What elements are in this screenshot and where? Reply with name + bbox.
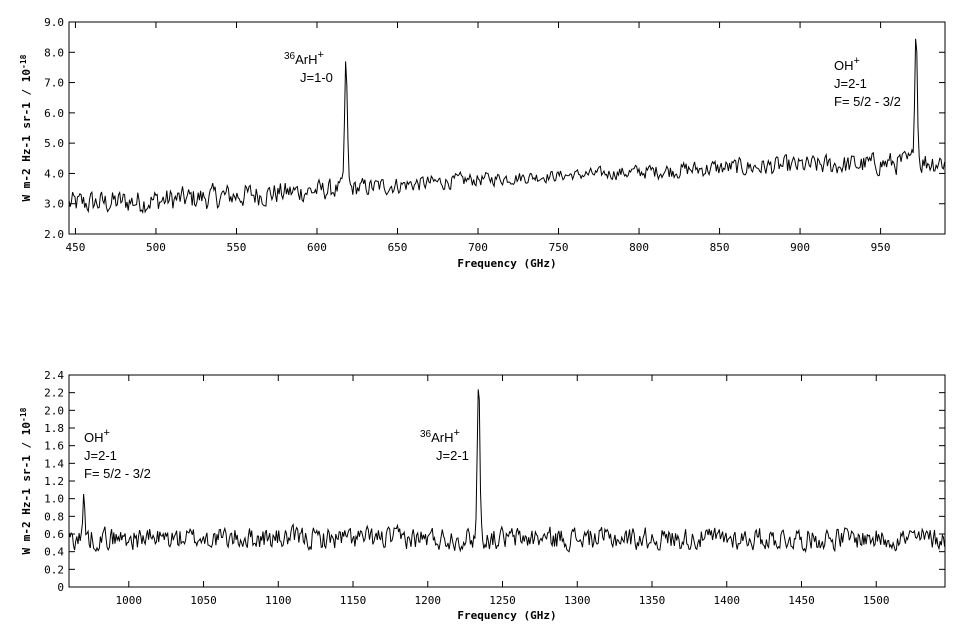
x-tick-label: 550 <box>227 241 247 254</box>
y-tick-label: 2.0 <box>44 404 64 417</box>
y-axis-label: W m-2 Hz-1 sr-1 / 10-18 <box>19 407 33 554</box>
y-tick-label: 0.2 <box>44 563 64 576</box>
x-tick-label: 1200 <box>415 594 442 607</box>
x-axis-label: Frequency (GHz) <box>457 609 556 622</box>
y-tick-label: 9.0 <box>44 16 64 29</box>
annotation-species-name: ArH <box>431 430 453 445</box>
y-tick-label: 5.0 <box>44 137 64 150</box>
line-annotation: OH+ J=2-1 F= 5/2 - 3/2 <box>834 55 901 109</box>
x-tick-label: 1400 <box>713 594 740 607</box>
y-axis-label-exponent: -18 <box>19 407 28 422</box>
y-tick-label: 4.0 <box>44 167 64 180</box>
spectrum-trace <box>68 38 946 214</box>
x-tick-label: 500 <box>146 241 166 254</box>
y-tick-label: 1.4 <box>44 457 64 470</box>
y-axis-label-exponent: -18 <box>19 54 28 69</box>
x-tick-label: 1100 <box>265 594 292 607</box>
x-tick-label: 800 <box>629 241 649 254</box>
chart-panel-2: 1000 1050 1100 1150 1200 1250 1300 1350 1400 1450… <box>19 369 946 622</box>
y-tick-label: 0 <box>57 581 64 594</box>
x-tick-label: 1500 <box>863 594 890 607</box>
y-tick-label: 0.8 <box>44 510 64 523</box>
chart-panel-1: 450 500 550 600 650 700 750 800 850 900 950 2.0 3.0 4… <box>19 16 946 270</box>
x-tick-label: 950 <box>871 241 891 254</box>
y-tick-label: 1.2 <box>44 475 64 488</box>
y-tick-label: 0.4 <box>44 546 64 559</box>
x-tick-label: 450 <box>66 241 86 254</box>
y-tick-label: 0.6 <box>44 528 64 541</box>
annotation-charge: + <box>854 55 860 67</box>
annotation-isotope: 36 <box>420 429 432 440</box>
annotation-line: F= 5/2 - 3/2 <box>834 94 901 109</box>
annotation-line: J=2-1 <box>834 76 867 91</box>
annotation-species: OH+ <box>84 427 110 445</box>
annotation-line: J=2-1 <box>84 448 117 463</box>
annotation-line: F= 5/2 - 3/2 <box>84 466 151 481</box>
annotation-species-name: OH <box>84 430 104 445</box>
y-tick-label: 2.0 <box>44 228 64 241</box>
y-tick-label: 2.2 <box>44 387 64 400</box>
x-axis-label: Frequency (GHz) <box>457 257 556 270</box>
annotation-charge: + <box>318 49 324 61</box>
line-annotation: OH+ J=2-1 F= 5/2 - 3/2 <box>84 427 151 481</box>
annotation-line: J=1-0 <box>300 70 333 85</box>
x-tick-label: 1000 <box>116 594 143 607</box>
x-tick-label: 1050 <box>190 594 217 607</box>
annotation-species-name: OH <box>834 58 854 73</box>
x-tick-label: 1250 <box>489 594 516 607</box>
annotation-charge: + <box>104 427 110 439</box>
annotation-species: 36ArH+ <box>284 49 324 67</box>
x-tick-label: 850 <box>710 241 730 254</box>
line-annotation: 36ArH+ J=1-0 <box>284 49 333 85</box>
y-tick-label: 3.0 <box>44 198 64 211</box>
annotation-line: J=2-1 <box>436 448 469 463</box>
plot-frame <box>68 374 946 588</box>
x-tick-label: 1300 <box>564 594 591 607</box>
x-tick-label: 600 <box>307 241 327 254</box>
x-tick-label: 1450 <box>788 594 815 607</box>
x-tick-label: 1350 <box>639 594 666 607</box>
x-tick-label: 900 <box>790 241 810 254</box>
spectrum-trace <box>68 389 946 554</box>
y-axis-label: W m-2 Hz-1 sr-1 / 10-18 <box>19 54 33 201</box>
plot-frame <box>68 21 946 235</box>
y-tick-label: 6.0 <box>44 107 64 120</box>
y-tick-label: 1.0 <box>44 493 64 506</box>
x-tick-label: 700 <box>468 241 488 254</box>
x-tick-label: 1150 <box>340 594 367 607</box>
annotation-species-name: ArH <box>295 52 317 67</box>
y-tick-label: 1.6 <box>44 440 64 453</box>
y-tick-label: 7.0 <box>44 77 64 90</box>
y-tick-label: 2.4 <box>44 369 64 382</box>
y-tick-label: 1.8 <box>44 422 64 435</box>
x-tick-label: 750 <box>549 241 569 254</box>
annotation-charge: + <box>454 427 460 439</box>
annotation-species: OH+ <box>834 55 860 73</box>
x-tick-label: 650 <box>388 241 408 254</box>
y-tick-label: 8.0 <box>44 46 64 59</box>
line-annotation: 36ArH+ J=2-1 <box>420 427 469 463</box>
annotation-isotope: 36 <box>284 51 296 62</box>
annotation-species: 36ArH+ <box>420 427 460 445</box>
